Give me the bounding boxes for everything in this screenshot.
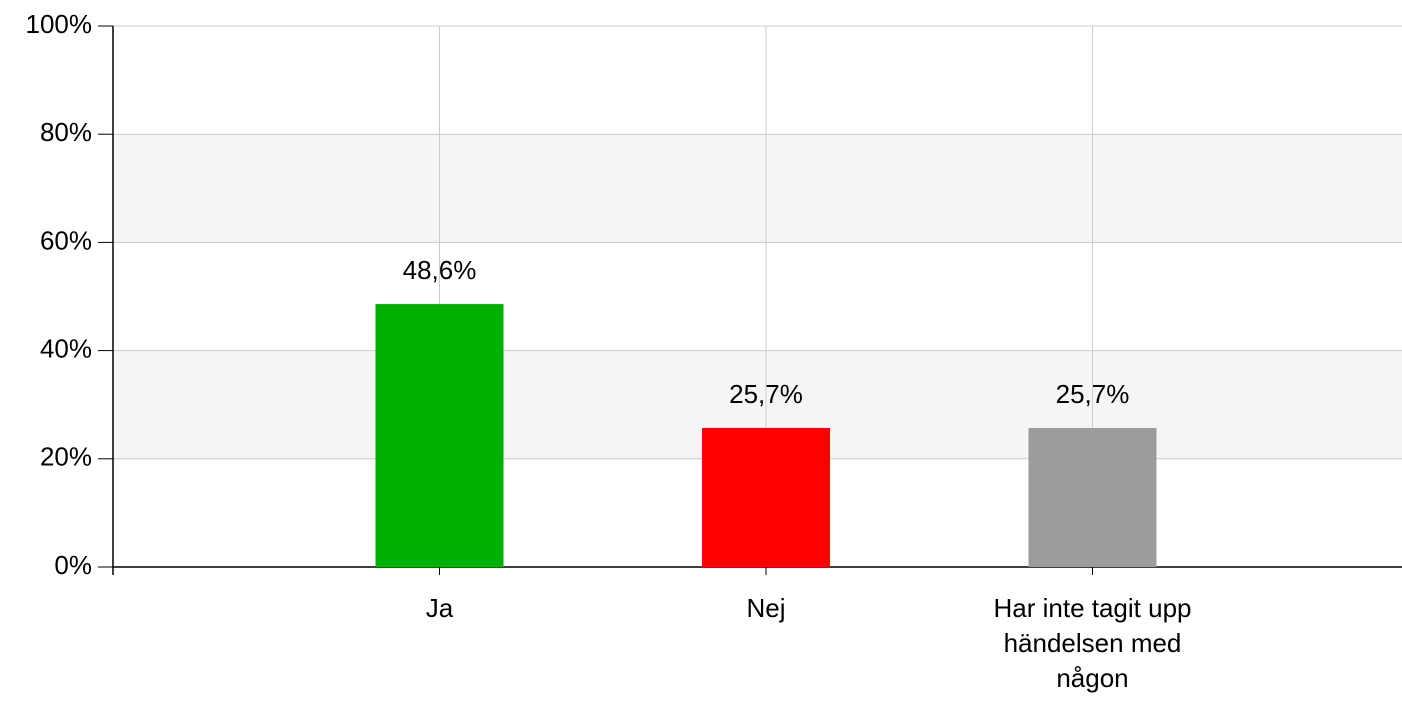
data-label: 48,6% <box>403 255 477 285</box>
y-tick-label: 80% <box>40 117 92 147</box>
bar <box>375 304 504 567</box>
y-tick-label: 0% <box>54 550 92 580</box>
y-tick-label: 100% <box>26 9 93 39</box>
x-tick-label: Nej <box>746 593 786 623</box>
data-label: 25,7% <box>1056 379 1130 409</box>
bar <box>702 427 830 567</box>
y-tick-label: 20% <box>40 442 92 472</box>
y-tick-label: 40% <box>40 333 92 363</box>
plot-band <box>113 134 1402 243</box>
bar <box>1028 427 1157 567</box>
x-tick-label: Ja <box>425 593 454 623</box>
y-tick-label: 60% <box>40 225 92 255</box>
x-tick-label: Har inte tagit upp händelsen med någon <box>993 593 1192 693</box>
data-label: 25,7% <box>729 379 803 409</box>
